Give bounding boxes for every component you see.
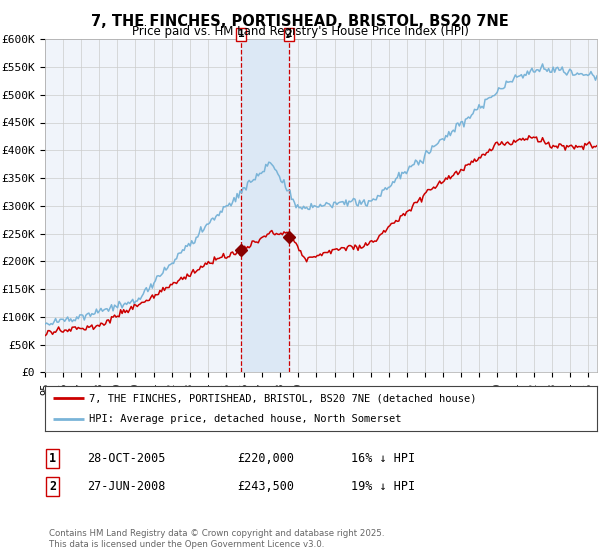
Text: 16% ↓ HPI: 16% ↓ HPI (351, 451, 415, 465)
Text: £243,500: £243,500 (237, 479, 294, 493)
Text: 1: 1 (49, 451, 56, 465)
Text: £220,000: £220,000 (237, 451, 294, 465)
Text: 2: 2 (49, 479, 56, 493)
Text: 27-JUN-2008: 27-JUN-2008 (87, 479, 166, 493)
Text: Price paid vs. HM Land Registry's House Price Index (HPI): Price paid vs. HM Land Registry's House … (131, 25, 469, 38)
Text: 7, THE FINCHES, PORTISHEAD, BRISTOL, BS20 7NE: 7, THE FINCHES, PORTISHEAD, BRISTOL, BS2… (91, 14, 509, 29)
Text: 19% ↓ HPI: 19% ↓ HPI (351, 479, 415, 493)
Text: 28-OCT-2005: 28-OCT-2005 (87, 451, 166, 465)
Text: HPI: Average price, detached house, North Somerset: HPI: Average price, detached house, Nort… (89, 414, 401, 424)
Text: 7, THE FINCHES, PORTISHEAD, BRISTOL, BS20 7NE (detached house): 7, THE FINCHES, PORTISHEAD, BRISTOL, BS2… (89, 394, 476, 404)
Text: Contains HM Land Registry data © Crown copyright and database right 2025.
This d: Contains HM Land Registry data © Crown c… (49, 529, 385, 549)
Text: 1: 1 (238, 29, 244, 39)
Bar (241, 39, 289, 372)
Text: 2: 2 (286, 29, 293, 39)
